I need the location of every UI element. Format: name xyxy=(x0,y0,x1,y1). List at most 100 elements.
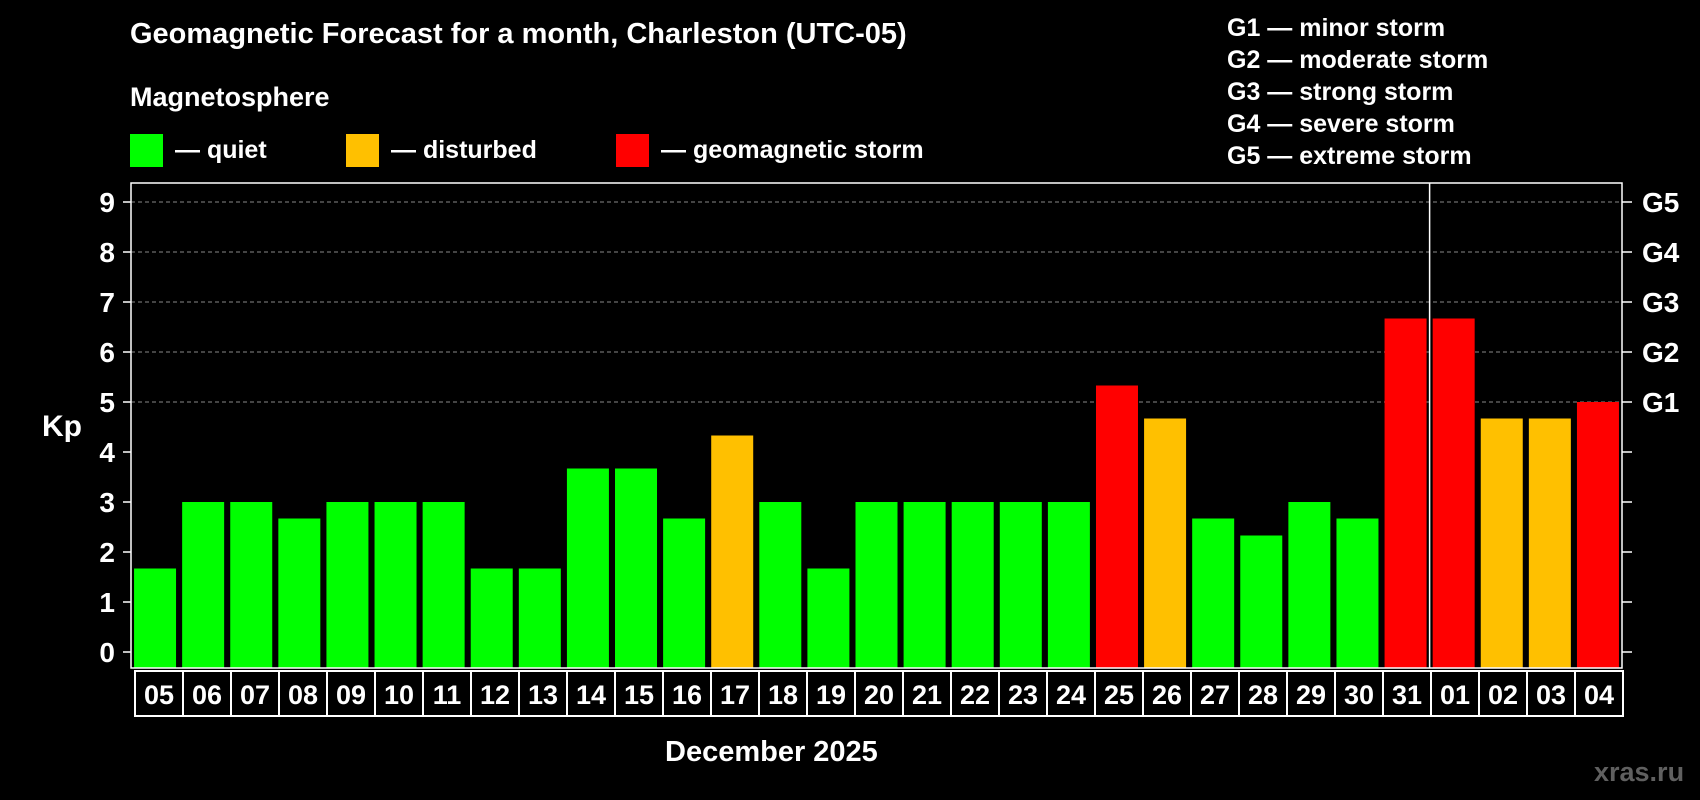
y-tick-label-1: 1 xyxy=(99,587,115,618)
x-tick-label-26: 26 xyxy=(1152,680,1182,710)
bar-02 xyxy=(1480,418,1523,668)
x-tick-label-22: 22 xyxy=(960,680,990,710)
y-tick-label-0: 0 xyxy=(99,637,115,668)
legend-swatch-quiet xyxy=(130,133,163,167)
x-tick-label-30: 30 xyxy=(1344,680,1374,710)
bar-26 xyxy=(1144,418,1187,668)
legend-label-disturbed: — disturbed xyxy=(391,135,537,164)
bar-12 xyxy=(470,568,513,668)
storm-scale-legend: G1 — minor storm G2 — moderate storm G3 … xyxy=(1227,12,1488,172)
x-tick-label-19: 19 xyxy=(816,680,846,710)
legend-swatch-storm xyxy=(616,133,649,167)
storm-scale-g3: G3 — strong storm xyxy=(1227,78,1454,106)
bar-18 xyxy=(759,502,802,668)
x-tick-label-10: 10 xyxy=(384,680,414,710)
right-label-g3: G3 xyxy=(1642,287,1679,318)
plot-frame xyxy=(130,182,1623,669)
bar-31 xyxy=(1384,318,1427,668)
x-tick-label-25: 25 xyxy=(1104,680,1134,710)
x-tick-label-12: 12 xyxy=(480,680,510,710)
x-tick-label-11: 11 xyxy=(433,680,462,710)
bar-10 xyxy=(374,502,417,668)
bar-03 xyxy=(1528,418,1571,668)
bar-06 xyxy=(182,502,225,668)
y-tick-label-5: 5 xyxy=(99,387,115,418)
legend-item-disturbed: — disturbed xyxy=(346,133,537,167)
x-tick-label-13: 13 xyxy=(528,680,558,710)
x-tick-label-17: 17 xyxy=(720,680,750,710)
x-tick-label-08: 08 xyxy=(288,680,318,710)
x-tick-label-31: 31 xyxy=(1392,680,1422,710)
y-tick-label-9: 9 xyxy=(99,187,115,218)
chart-title: Geomagnetic Forecast for a month, Charle… xyxy=(130,18,907,50)
bar-29 xyxy=(1288,502,1331,668)
bar-27 xyxy=(1192,518,1235,668)
x-tick-label-07: 07 xyxy=(240,680,270,710)
watermark: xras.ru xyxy=(1594,757,1685,787)
x-tick-label-23: 23 xyxy=(1008,680,1038,710)
x-axis-title: December 2025 xyxy=(665,736,878,768)
right-label-g1: G1 xyxy=(1642,387,1679,418)
bar-25 xyxy=(1095,385,1138,668)
x-tick-label-09: 09 xyxy=(336,680,366,710)
bar-28 xyxy=(1240,535,1283,668)
bar-22 xyxy=(951,502,994,668)
legend-label-quiet: — quiet xyxy=(175,135,267,164)
bar-21 xyxy=(903,502,946,668)
storm-scale-g5: G5 — extreme storm xyxy=(1227,142,1472,170)
x-tick-label-27: 27 xyxy=(1200,680,1230,710)
bar-08 xyxy=(278,518,321,668)
x-tick-label-20: 20 xyxy=(864,680,894,710)
legend-swatch-disturbed xyxy=(346,133,379,167)
x-tick-label-16: 16 xyxy=(672,680,702,710)
right-label-g2: G2 xyxy=(1642,337,1679,368)
x-tick-label-28: 28 xyxy=(1248,680,1278,710)
right-label-g5: G5 xyxy=(1642,187,1679,218)
bar-05 xyxy=(134,568,177,668)
bar-13 xyxy=(518,568,561,668)
x-tick-label-01: 01 xyxy=(1440,680,1470,710)
bar-07 xyxy=(230,502,273,668)
bar-01 xyxy=(1432,318,1475,668)
y-axis-label: Kp xyxy=(42,410,82,443)
y-tick-label-8: 8 xyxy=(99,237,115,268)
bar-09 xyxy=(326,502,369,668)
y-tick-label-6: 6 xyxy=(99,337,115,368)
x-tick-label-18: 18 xyxy=(768,680,798,710)
bar-15 xyxy=(615,468,658,668)
x-tick-label-03: 03 xyxy=(1536,680,1566,710)
y-tick-label-2: 2 xyxy=(99,537,115,568)
bar-11 xyxy=(422,502,465,668)
y-tick-label-7: 7 xyxy=(99,287,115,318)
bar-19 xyxy=(807,568,850,668)
date-box-04 xyxy=(1574,670,1624,717)
x-tick-label-02: 02 xyxy=(1488,680,1518,710)
y-tick-label-3: 3 xyxy=(99,487,115,518)
legend-item-storm: — geomagnetic storm xyxy=(616,133,924,167)
x-tick-label-15: 15 xyxy=(624,680,654,710)
x-tick-label-21: 21 xyxy=(912,680,942,710)
x-tick-label-14: 14 xyxy=(576,680,606,710)
legend-item-quiet: — quiet xyxy=(130,133,267,167)
magnetosphere-title: Magnetosphere xyxy=(130,82,330,112)
bar-04 xyxy=(1576,402,1619,668)
bar-14 xyxy=(566,468,609,668)
right-label-g4: G4 xyxy=(1642,237,1680,268)
bar-17 xyxy=(711,435,754,668)
x-tick-label-29: 29 xyxy=(1296,680,1326,710)
bar-30 xyxy=(1336,518,1379,668)
bar-20 xyxy=(855,502,898,668)
legend-label-storm: — geomagnetic storm xyxy=(661,135,924,164)
storm-scale-g1: G1 — minor storm xyxy=(1227,14,1446,42)
y-tick-label-4: 4 xyxy=(99,437,115,468)
x-tick-label-24: 24 xyxy=(1056,680,1086,710)
bar-23 xyxy=(999,502,1042,668)
x-tick-label-05: 05 xyxy=(144,680,174,710)
x-tick-label-06: 06 xyxy=(192,680,222,710)
bar-16 xyxy=(663,518,706,668)
storm-scale-g2: G2 — moderate storm xyxy=(1227,46,1489,74)
x-tick-label-04: 04 xyxy=(1584,680,1614,710)
bar-24 xyxy=(1047,502,1090,668)
storm-scale-g4: G4 — severe storm xyxy=(1227,110,1455,138)
